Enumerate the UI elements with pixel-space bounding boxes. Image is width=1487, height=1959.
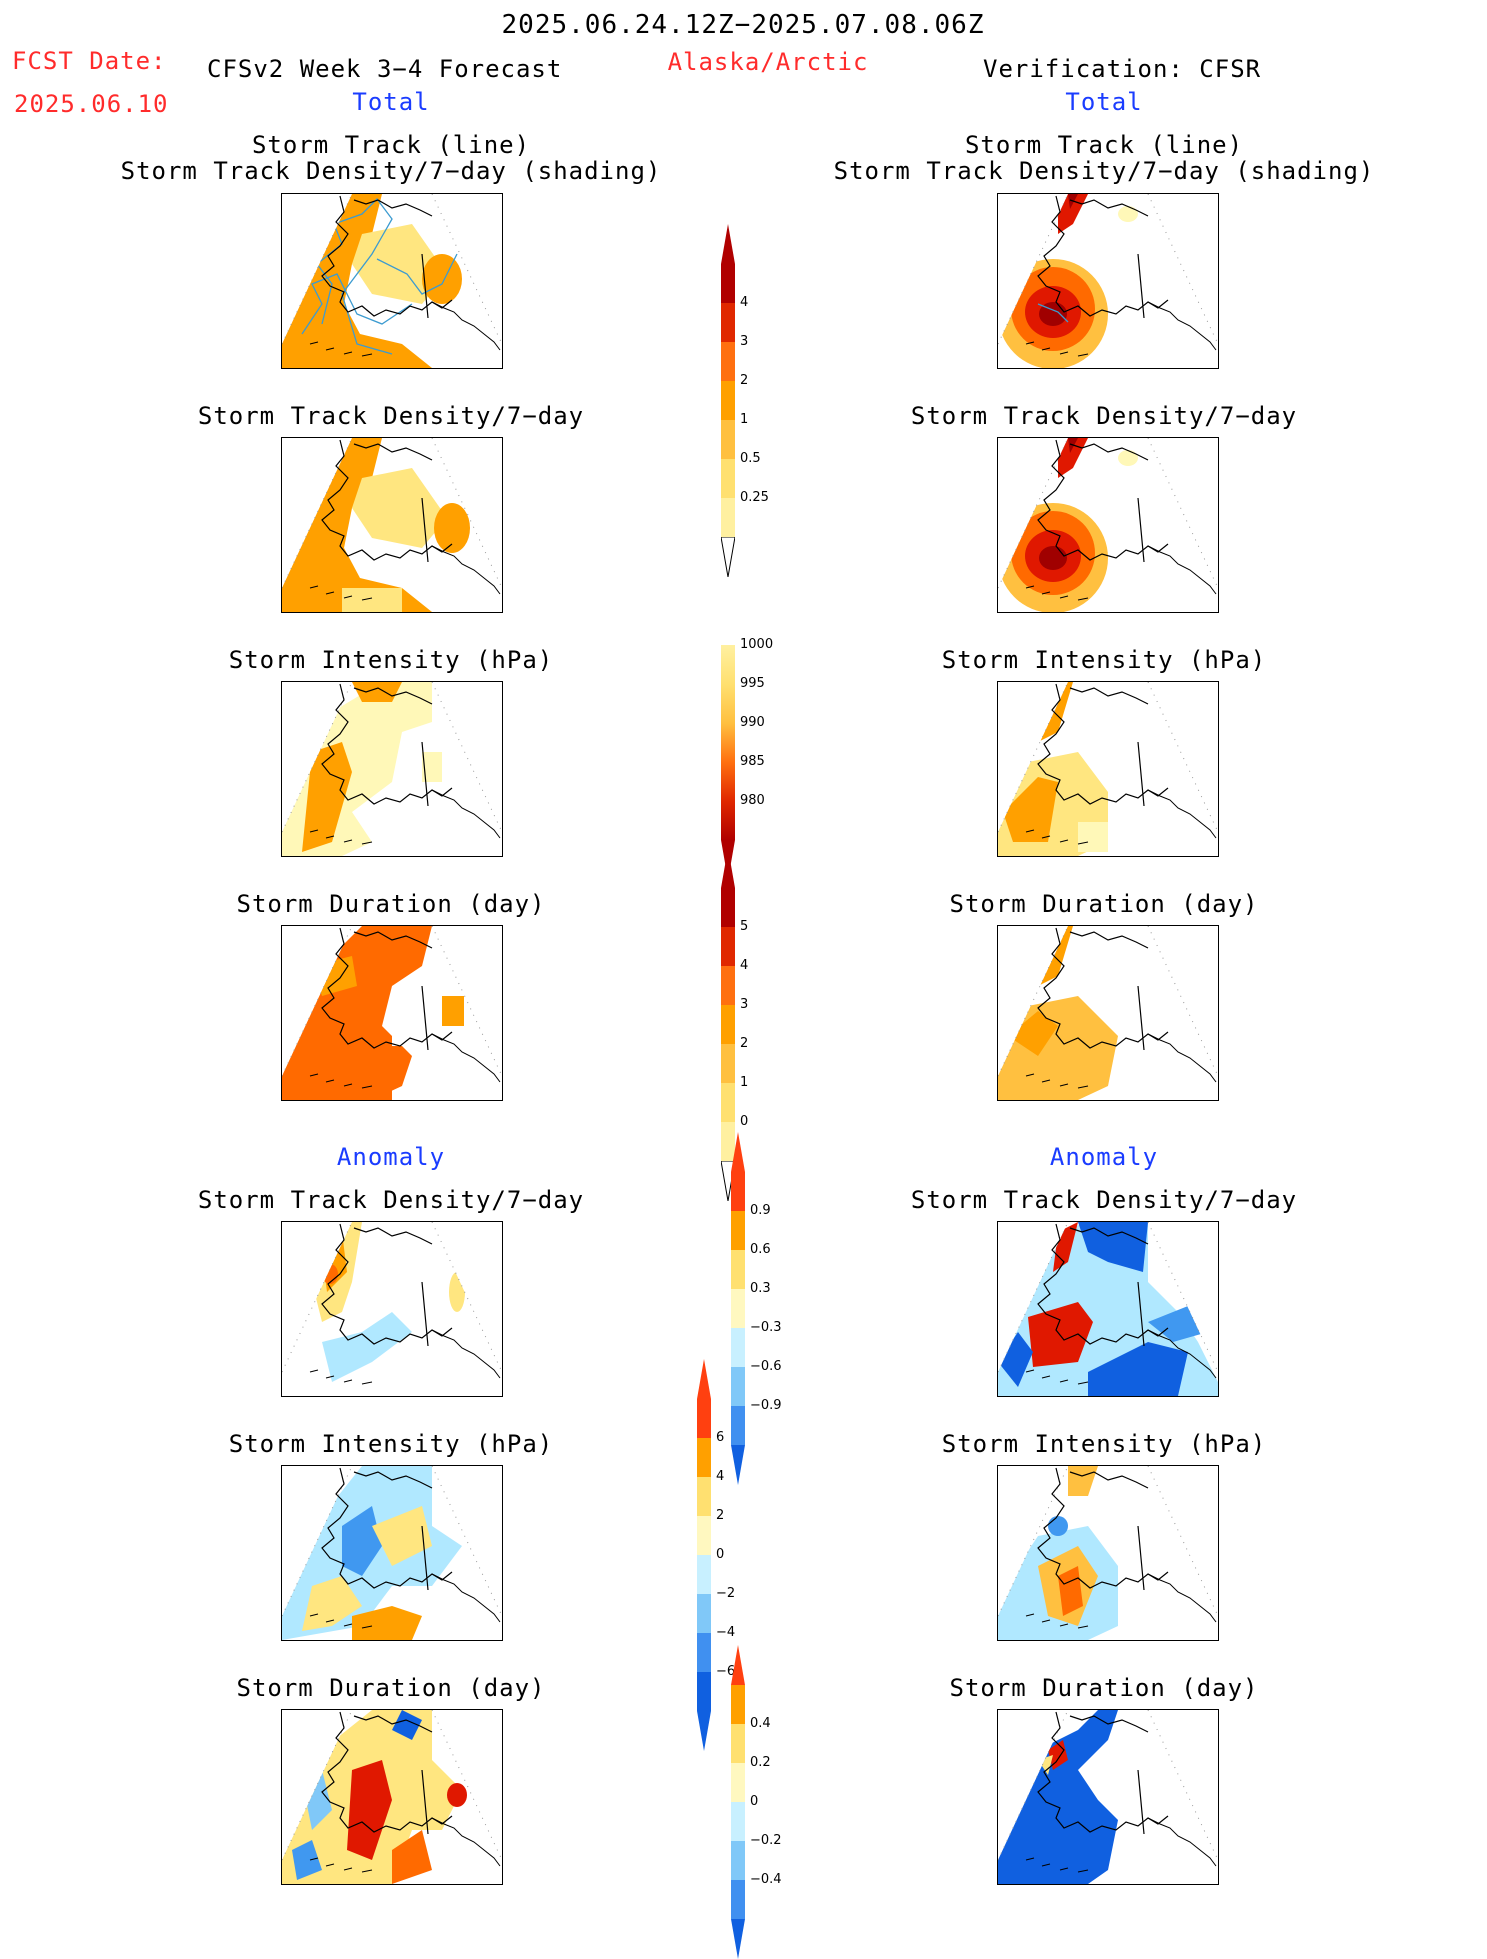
map-svg (282, 926, 502, 1100)
map-obs-anom-duration (997, 1709, 1219, 1885)
title-anom-density-left: Storm Track Density/7−day (197, 1186, 585, 1214)
colorbar-tick: 1000 (740, 637, 774, 652)
colorbar-tick: 0.4 (750, 1716, 771, 1731)
map-fcst-anom-duration (281, 1709, 503, 1885)
map-obs-intensity (997, 681, 1219, 857)
colorbar-tick: 4 (716, 1469, 725, 1484)
colorbar-tick: −6 (716, 1664, 736, 1679)
map-svg (998, 1222, 1218, 1396)
anomaly-label-right: Anomaly (1049, 1143, 1159, 1171)
map-obs-duration (997, 925, 1219, 1101)
title-intensity-left: Storm Intensity (hPa) (228, 646, 554, 674)
title-anom-duration-right: Storm Duration (day) (949, 1674, 1259, 1702)
colorbar-tick: 0 (740, 1114, 749, 1129)
title-anom-intensity-left: Storm Intensity (hPa) (228, 1430, 554, 1458)
title-track-line-left: Storm Track (line) (251, 131, 531, 159)
colorbar-tick: 995 (740, 676, 765, 691)
map-svg (998, 926, 1218, 1100)
colorbar-tick: 5 (740, 919, 749, 934)
colorbar-arrow (731, 1645, 745, 1685)
colorbar-tick: −0.4 (750, 1872, 782, 1887)
colorbar-tick: 0 (750, 1794, 759, 1809)
map-svg (282, 1466, 502, 1640)
map-obs-track (997, 193, 1219, 369)
map-svg (282, 438, 502, 612)
colorbar-arrow (721, 848, 735, 888)
colorbar-arrow (731, 1132, 745, 1172)
colorbar-tick: 4 (740, 295, 749, 310)
map-fcst-anom-density (281, 1221, 503, 1397)
title-track-line-right: Storm Track (line) (964, 131, 1244, 159)
colorbar-tick: −2 (716, 1586, 736, 1601)
map-svg (282, 194, 502, 368)
colorbar-tick: 0.25 (740, 490, 769, 505)
map-svg (998, 194, 1218, 368)
map-svg (282, 1710, 502, 1884)
colorbar-tick: 0.3 (750, 1281, 771, 1296)
region-label: Alaska/Arctic (667, 48, 869, 76)
map-svg (282, 682, 502, 856)
colorbar-tick: 0.6 (750, 1242, 771, 1257)
colorbar-arrow (721, 224, 735, 264)
map-fcst-density (281, 437, 503, 613)
colorbar-arrow (721, 537, 735, 577)
map-obs-density (997, 437, 1219, 613)
colorbar-tick: 985 (740, 754, 765, 769)
colorbar-arrow (697, 1711, 711, 1751)
title-anom-duration-left: Storm Duration (day) (236, 1674, 546, 1702)
title-track-shading-right: Storm Track Density/7−day (shading) (833, 157, 1375, 185)
map-fcst-track (281, 193, 503, 369)
title-density-right: Storm Track Density/7−day (910, 402, 1298, 430)
colorbar-tick: −0.6 (750, 1359, 782, 1374)
title-density-left: Storm Track Density/7−day (197, 402, 585, 430)
colorbar-tick: −0.3 (750, 1320, 782, 1335)
map-fcst-anom-intensity (281, 1465, 503, 1641)
colorbar-tick: 1 (740, 412, 749, 427)
colorbar-tick: 0.2 (750, 1755, 771, 1770)
colorbar-tick: 980 (740, 793, 765, 808)
title-anom-density-right: Storm Track Density/7−day (910, 1186, 1298, 1214)
title-duration-left: Storm Duration (day) (236, 890, 546, 918)
fcst-date-value: 2025.06.10 (14, 90, 169, 118)
colorbar-arrow (731, 1919, 745, 1959)
model-label: CFSv2 Week 3−4 Forecast (207, 55, 563, 83)
colorbar-tick: 0 (716, 1547, 725, 1562)
colorbar-tick: 2 (716, 1508, 725, 1523)
anomaly-label-left: Anomaly (336, 1143, 446, 1171)
colorbar-arrow (731, 1445, 745, 1485)
colorbar-tick: 1 (740, 1075, 749, 1090)
title-duration-right: Storm Duration (day) (949, 890, 1259, 918)
period-title: 2025.06.24.12Z−2025.07.08.06Z (501, 10, 985, 40)
total-label-right: Total (1065, 88, 1143, 116)
colorbar-tick: 6 (716, 1430, 725, 1445)
title-intensity-right: Storm Intensity (hPa) (941, 646, 1267, 674)
title-track-shading-left: Storm Track Density/7−day (shading) (120, 157, 662, 185)
colorbar-tick: 3 (740, 334, 749, 349)
colorbar-tick: 3 (740, 997, 749, 1012)
map-svg (998, 438, 1218, 612)
map-svg (998, 682, 1218, 856)
verification-label: Verification: CFSR (983, 55, 1262, 83)
map-svg (998, 1710, 1218, 1884)
colorbar-tick: −0.2 (750, 1833, 782, 1848)
map-obs-anom-density (997, 1221, 1219, 1397)
colorbar-tick: −4 (716, 1625, 736, 1640)
map-obs-anom-intensity (997, 1465, 1219, 1641)
colorbar-tick: 0.9 (750, 1203, 771, 1218)
colorbar-tick: −0.9 (750, 1398, 782, 1413)
colorbar-tick: 990 (740, 715, 765, 730)
title-anom-intensity-right: Storm Intensity (hPa) (941, 1430, 1267, 1458)
fcst-date-label: FCST Date: (12, 47, 167, 75)
colorbar-tick: 4 (740, 958, 749, 973)
map-fcst-duration (281, 925, 503, 1101)
colorbar-tick: 2 (740, 1036, 749, 1051)
map-svg (998, 1466, 1218, 1640)
map-fcst-intensity (281, 681, 503, 857)
colorbar-tick: 0.5 (740, 451, 761, 466)
colorbar-arrow (697, 1359, 711, 1399)
map-svg (282, 1222, 502, 1385)
colorbar-tick: 2 (740, 373, 749, 388)
total-label-left: Total (352, 88, 430, 116)
